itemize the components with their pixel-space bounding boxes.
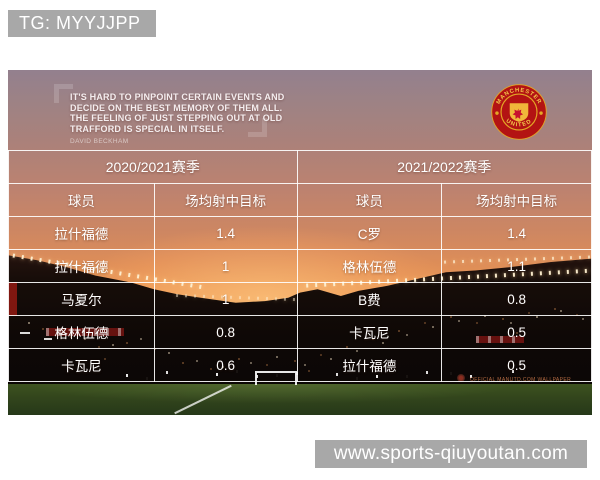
season-header-2021-2022: 2021/2022赛季 — [296, 150, 592, 184]
season-header-row: 2020/2021赛季 2021/2022赛季 — [8, 150, 592, 184]
player-cell: 马夏尔 — [8, 282, 155, 316]
value-cell: 1 — [153, 282, 298, 316]
quote-line-3: THE FEELING OF JUST STEPPING OUT AT OLD — [70, 113, 283, 123]
website-watermark: www.sports-qiuyoutan.com — [315, 440, 587, 468]
table-row: 拉什福德 1 格林伍德 1.1 — [8, 249, 592, 283]
player-cell: 拉什福德 — [8, 249, 155, 283]
quote-line-2: DECIDE ON THE BEST MEMORY OF THEM ALL. — [70, 102, 283, 113]
value-cell: 0.5 — [441, 348, 592, 382]
player-cell: 拉什福德 — [296, 348, 443, 382]
player-cell: 卡瓦尼 — [296, 315, 443, 349]
value-cell: 0.8 — [153, 315, 298, 349]
pitch — [8, 384, 592, 415]
player-cell: 卡瓦尼 — [8, 348, 155, 382]
player-cell: 拉什福德 — [8, 216, 155, 250]
pitch-glow — [8, 384, 592, 415]
table-row: 拉什福德 1.4 C罗 1.4 — [8, 216, 592, 250]
player-cell: B费 — [296, 282, 443, 316]
player-cell: 格林伍德 — [296, 249, 443, 283]
shots-on-target-table: 2020/2021赛季 2021/2022赛季 球员 场均射中目标 球员 场均射… — [8, 150, 592, 382]
telegram-badge: TG: MYYJJPP — [8, 10, 156, 37]
player-cell: 格林伍德 — [8, 315, 155, 349]
season-header-2020-2021: 2020/2021赛季 — [8, 150, 298, 184]
col-header-player-left: 球员 — [8, 183, 155, 217]
table-row: 格林伍德 0.8 卡瓦尼 0.5 — [8, 315, 592, 349]
players-dark-kit — [8, 70, 10, 73]
value-cell: 0.6 — [153, 348, 298, 382]
manchester-united-crest-icon: MANCHESTER UNITED — [491, 84, 547, 140]
value-cell: 1 — [153, 249, 298, 283]
old-trafford-photo: OFFICIAL MANUTD.COM WALLPAPER IT'S HARD … — [8, 70, 592, 415]
col-header-metric-left: 场均射中目标 — [153, 183, 298, 217]
col-header-metric-right: 场均射中目标 — [441, 183, 592, 217]
quote-line-4: TRAFFORD IS SPECIAL IN ITSELF. — [70, 123, 225, 134]
open-quote-icon — [54, 84, 73, 103]
col-header-player-right: 球员 — [296, 183, 443, 217]
column-header-row: 球员 场均射中目标 球员 场均射中目标 — [8, 183, 592, 217]
value-cell: 1.1 — [441, 249, 592, 283]
value-cell: 0.5 — [441, 315, 592, 349]
crest-bottom-text: UNITED — [505, 118, 533, 128]
svg-text:UNITED: UNITED — [505, 118, 534, 128]
quote-author: DAVID BECKHAM — [70, 138, 129, 145]
player-cell: C罗 — [296, 216, 443, 250]
close-quote-icon — [248, 118, 267, 137]
quote-line-1: IT'S HARD TO PINPOINT CERTAIN EVENTS AND — [70, 92, 285, 102]
red-devil-icon — [512, 108, 524, 119]
value-cell: 1.4 — [153, 216, 298, 250]
beckham-quote: IT'S HARD TO PINPOINT CERTAIN EVENTS AND… — [54, 84, 285, 145]
value-cell: 1.4 — [441, 216, 592, 250]
table-row: 卡瓦尼 0.6 拉什福德 0.5 — [8, 348, 592, 382]
value-cell: 0.8 — [441, 282, 592, 316]
table-row: 马夏尔 1 B费 0.8 — [8, 282, 592, 316]
